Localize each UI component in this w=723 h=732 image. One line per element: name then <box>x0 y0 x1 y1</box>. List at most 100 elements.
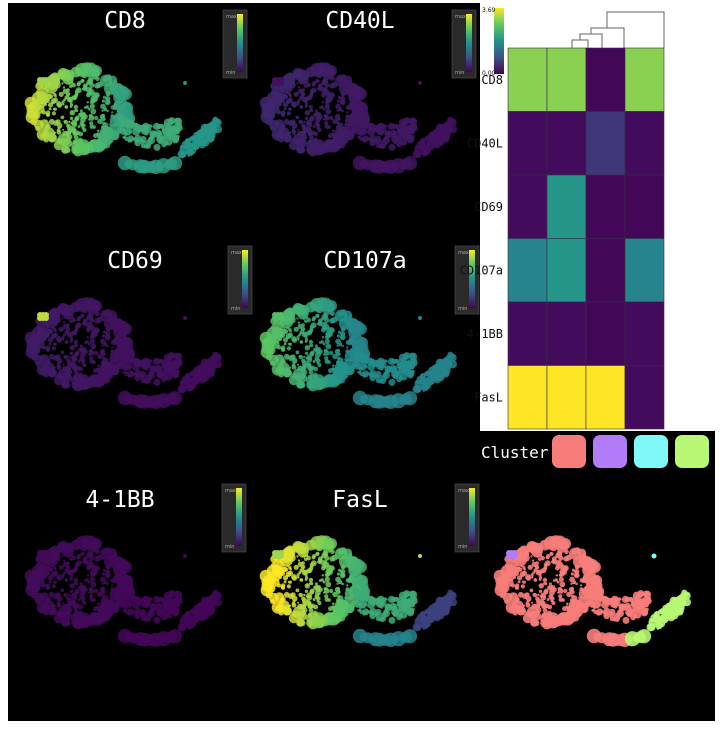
scatter-point <box>62 323 68 329</box>
scatter-point <box>106 344 109 348</box>
scatter-point <box>421 383 429 392</box>
scatter-point <box>537 569 543 575</box>
scatter-point <box>87 107 91 111</box>
scatter-point <box>566 602 569 605</box>
scatter-point <box>30 118 37 126</box>
scatter-point <box>77 360 81 363</box>
scatter-point <box>163 353 172 362</box>
scatter-point <box>72 139 78 145</box>
scatter-point <box>200 134 210 143</box>
scatter-point <box>306 317 311 323</box>
scatter-point <box>79 109 83 113</box>
heatmap-cells <box>507 47 665 430</box>
scatter-point <box>298 333 302 337</box>
panel-colorbar-frame <box>222 9 248 79</box>
scatter-point <box>57 70 66 79</box>
scatter-point <box>336 121 341 126</box>
scatter-point <box>380 597 384 601</box>
scatter-point <box>383 124 387 128</box>
scatter-point <box>117 115 125 123</box>
scatter-point <box>280 110 286 115</box>
heatmap-cell <box>546 47 587 112</box>
scatter-point <box>111 346 114 349</box>
scatter-point <box>337 330 341 334</box>
scatter-point <box>123 370 127 374</box>
panel-scatter <box>259 535 457 647</box>
scatter-point <box>100 116 106 122</box>
scatter-point <box>380 129 384 133</box>
scatter-point <box>162 130 166 134</box>
scatter-point <box>199 138 203 142</box>
scatter-point <box>64 147 71 154</box>
scatter-point <box>320 87 327 93</box>
scatter-point <box>197 129 204 135</box>
scatter-point <box>305 539 317 551</box>
scatter-point <box>56 574 62 580</box>
scatter-point <box>323 587 327 591</box>
cluster-swatch <box>593 435 627 468</box>
scatter-point <box>90 343 97 350</box>
scatter-point <box>145 359 149 363</box>
scatter-point <box>375 612 380 618</box>
scatter-point <box>300 328 304 332</box>
scatter-point <box>271 363 285 376</box>
scatter-point <box>62 128 65 131</box>
scatter-point <box>289 329 292 333</box>
scatter-point <box>79 594 85 600</box>
scatter-point <box>96 316 103 323</box>
scatter-point <box>289 94 292 98</box>
scatter-point <box>362 608 370 616</box>
scatter-point <box>306 126 311 132</box>
scatter-point <box>551 600 556 606</box>
heatmap-cell <box>585 174 626 239</box>
scatter-point <box>679 592 688 601</box>
scatter-point <box>51 336 54 340</box>
heatmap-row-label: CD40L <box>467 136 503 150</box>
scatter-point <box>406 609 415 617</box>
scatter-point <box>600 610 604 614</box>
scatter-point <box>529 588 534 593</box>
scatter-point <box>172 125 179 132</box>
scatter-point <box>68 127 71 131</box>
scatter-point <box>303 362 306 366</box>
panel-colorbar-frame <box>454 483 480 553</box>
scatter-point <box>163 118 172 127</box>
scatter-point <box>286 91 289 95</box>
scatter-point <box>286 564 289 568</box>
scatter-point <box>70 103 74 107</box>
scatter-point <box>85 322 92 328</box>
scatter-point <box>411 352 416 357</box>
scatter-point <box>429 147 432 150</box>
scatter-point <box>89 338 95 344</box>
scatter-point <box>363 364 368 369</box>
scatter-point <box>677 607 684 615</box>
scatter-point <box>107 91 110 95</box>
scatter-point <box>292 70 301 79</box>
scatter-point <box>100 351 106 357</box>
scatter-point <box>110 114 115 118</box>
scatter-point <box>502 573 507 579</box>
scatter-point <box>335 351 341 357</box>
scatter-point <box>303 593 306 597</box>
scatter-point <box>329 115 334 121</box>
scatter-point <box>88 587 92 591</box>
scatter-point <box>208 369 215 377</box>
scatter-point <box>103 582 106 585</box>
scatter-point <box>346 111 349 114</box>
scatter-point <box>278 80 284 86</box>
scatter-point <box>63 98 67 102</box>
scatter-point <box>345 587 350 591</box>
scatter-point <box>569 576 575 583</box>
scatter-point <box>280 345 286 350</box>
scatter-point <box>441 130 447 136</box>
scatter-point <box>102 568 106 572</box>
scatter-point <box>112 578 118 584</box>
scatter-point <box>143 144 149 149</box>
scatter-point <box>400 126 407 133</box>
scatter-point <box>283 591 290 598</box>
scatter-point <box>576 564 579 568</box>
scatter-point <box>63 354 69 360</box>
scatter-point <box>388 616 396 624</box>
scatter-point <box>75 87 82 94</box>
scatter-point <box>296 338 300 341</box>
